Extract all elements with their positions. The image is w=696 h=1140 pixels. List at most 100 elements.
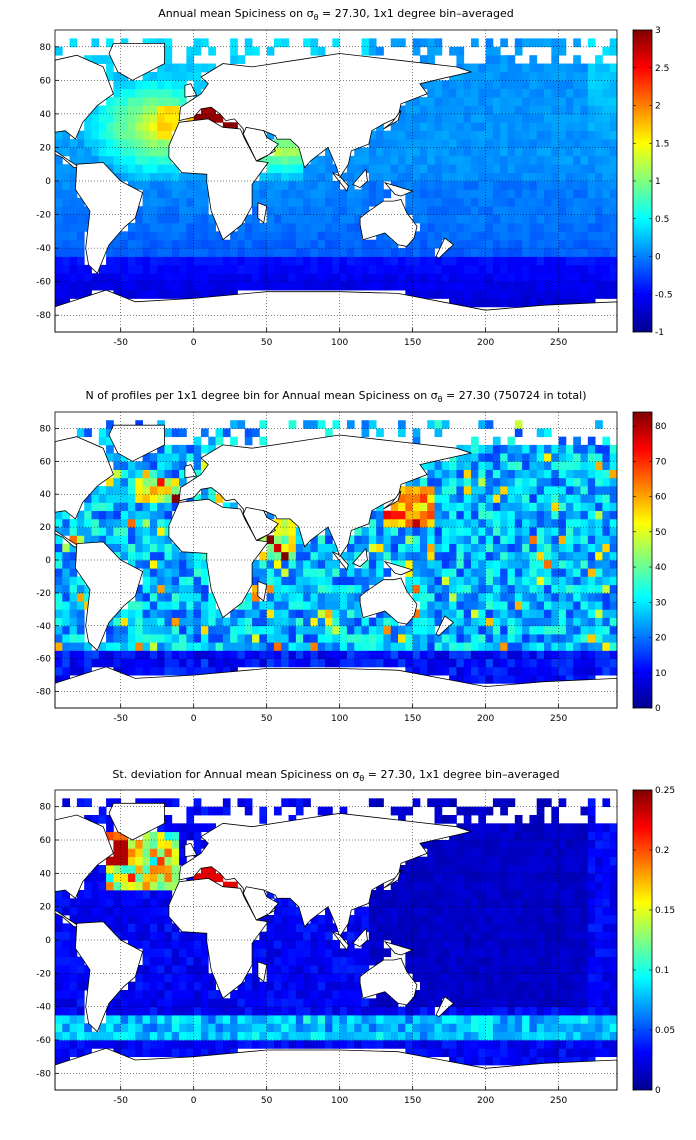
ocean-cell: [463, 290, 472, 299]
ocean-cell: [354, 617, 362, 627]
ocean-cell: [171, 940, 180, 949]
ocean-cell: [522, 256, 530, 266]
ocean-cell: [398, 494, 406, 503]
ocean-cell: [149, 181, 158, 190]
ocean-cell: [427, 181, 435, 190]
ocean-cell: [208, 873, 216, 883]
ocean-cell: [259, 642, 268, 651]
ocean-cell: [434, 264, 443, 274]
ocean-cell: [383, 990, 392, 999]
ocean-cell: [587, 231, 596, 241]
ocean-cell: [500, 1040, 508, 1049]
ocean-cell: [485, 231, 494, 241]
ocean-cell: [200, 973, 209, 983]
ocean-cell: [485, 948, 494, 958]
ocean-cell: [456, 898, 465, 908]
ocean-cell: [281, 231, 289, 241]
ocean-cell: [62, 256, 70, 266]
ocean-cell: [135, 181, 143, 190]
ocean-cell: [317, 568, 326, 577]
ocean-cell: [602, 197, 611, 207]
ocean-cell: [500, 469, 508, 479]
ocean-cell: [135, 840, 143, 849]
ocean-cell: [120, 139, 129, 148]
ocean-cell: [441, 642, 450, 651]
ocean-cell: [244, 436, 253, 446]
ocean-cell: [573, 666, 581, 676]
ocean-cell: [471, 88, 479, 98]
ocean-cell: [507, 856, 516, 866]
ocean-cell: [449, 576, 457, 586]
ocean-cell: [514, 38, 523, 48]
ocean-cell: [164, 122, 173, 132]
ocean-cell: [179, 981, 187, 991]
ocean-cell: [120, 906, 129, 916]
ocean-cell: [573, 88, 581, 98]
ocean-cell: [135, 856, 143, 866]
land-mass: [359, 199, 418, 247]
ocean-cell: [536, 256, 545, 266]
ocean-cell: [434, 38, 443, 48]
ocean-cell: [127, 848, 136, 858]
ocean-cell: [419, 915, 428, 924]
ocean-cell: [157, 469, 165, 479]
ocean-cell: [449, 940, 457, 949]
ocean-cell: [398, 155, 406, 165]
ocean-cell: [303, 973, 311, 983]
ocean-cell: [434, 527, 443, 536]
ocean-cell: [449, 1015, 457, 1024]
ocean-cell: [171, 122, 180, 132]
ocean-cell: [55, 1015, 63, 1024]
ocean-cell: [602, 576, 611, 586]
ocean-cell: [529, 38, 538, 48]
ocean-cell: [507, 172, 516, 182]
ocean-cell: [368, 568, 377, 577]
ocean-cell: [544, 264, 552, 274]
ocean-cell: [171, 181, 180, 190]
ocean-cell: [142, 527, 151, 536]
ocean-cell: [55, 956, 63, 966]
ocean-cell: [273, 222, 282, 232]
ocean-cell: [310, 576, 319, 586]
ocean-cell: [463, 965, 472, 974]
ocean-cell: [522, 239, 530, 249]
ocean-cell: [595, 239, 603, 249]
ocean-cell: [565, 535, 574, 544]
ocean-cell: [383, 518, 392, 528]
ocean-cell: [208, 601, 216, 610]
ocean-cell: [485, 97, 494, 106]
ocean-cell: [346, 973, 355, 983]
ocean-cell: [149, 840, 158, 849]
ocean-cell: [602, 609, 611, 618]
ocean-cell: [171, 923, 180, 933]
ocean-cell: [492, 502, 501, 512]
ocean-cell: [456, 1023, 465, 1033]
ocean-cell: [127, 273, 136, 283]
ocean-cell: [135, 998, 143, 1008]
ocean-cell: [405, 956, 414, 966]
ocean-cell: [84, 890, 92, 899]
ocean-cell: [310, 658, 319, 668]
ocean-cell: [492, 881, 501, 891]
ocean-cell: [456, 494, 465, 503]
ocean-cell: [69, 543, 78, 553]
ocean-cell: [500, 592, 508, 602]
ocean-cell: [55, 965, 63, 974]
ocean-cell: [149, 658, 158, 668]
ocean-cell: [441, 906, 450, 916]
ocean-cell: [186, 576, 195, 586]
ocean-cell: [281, 642, 289, 651]
ocean-cell: [193, 38, 202, 48]
ocean-cell: [244, 973, 253, 983]
ocean-cell: [398, 105, 406, 115]
ocean-cell: [76, 535, 85, 544]
ocean-cell: [587, 486, 596, 495]
ocean-cell: [55, 527, 63, 536]
ocean-cell: [179, 856, 187, 866]
ocean-cell: [398, 1015, 406, 1024]
ocean-cell: [500, 164, 508, 174]
ocean-cell: [558, 444, 567, 454]
ocean-cell: [120, 931, 129, 941]
ocean-cell: [463, 164, 472, 174]
ocean-cell: [565, 248, 574, 257]
